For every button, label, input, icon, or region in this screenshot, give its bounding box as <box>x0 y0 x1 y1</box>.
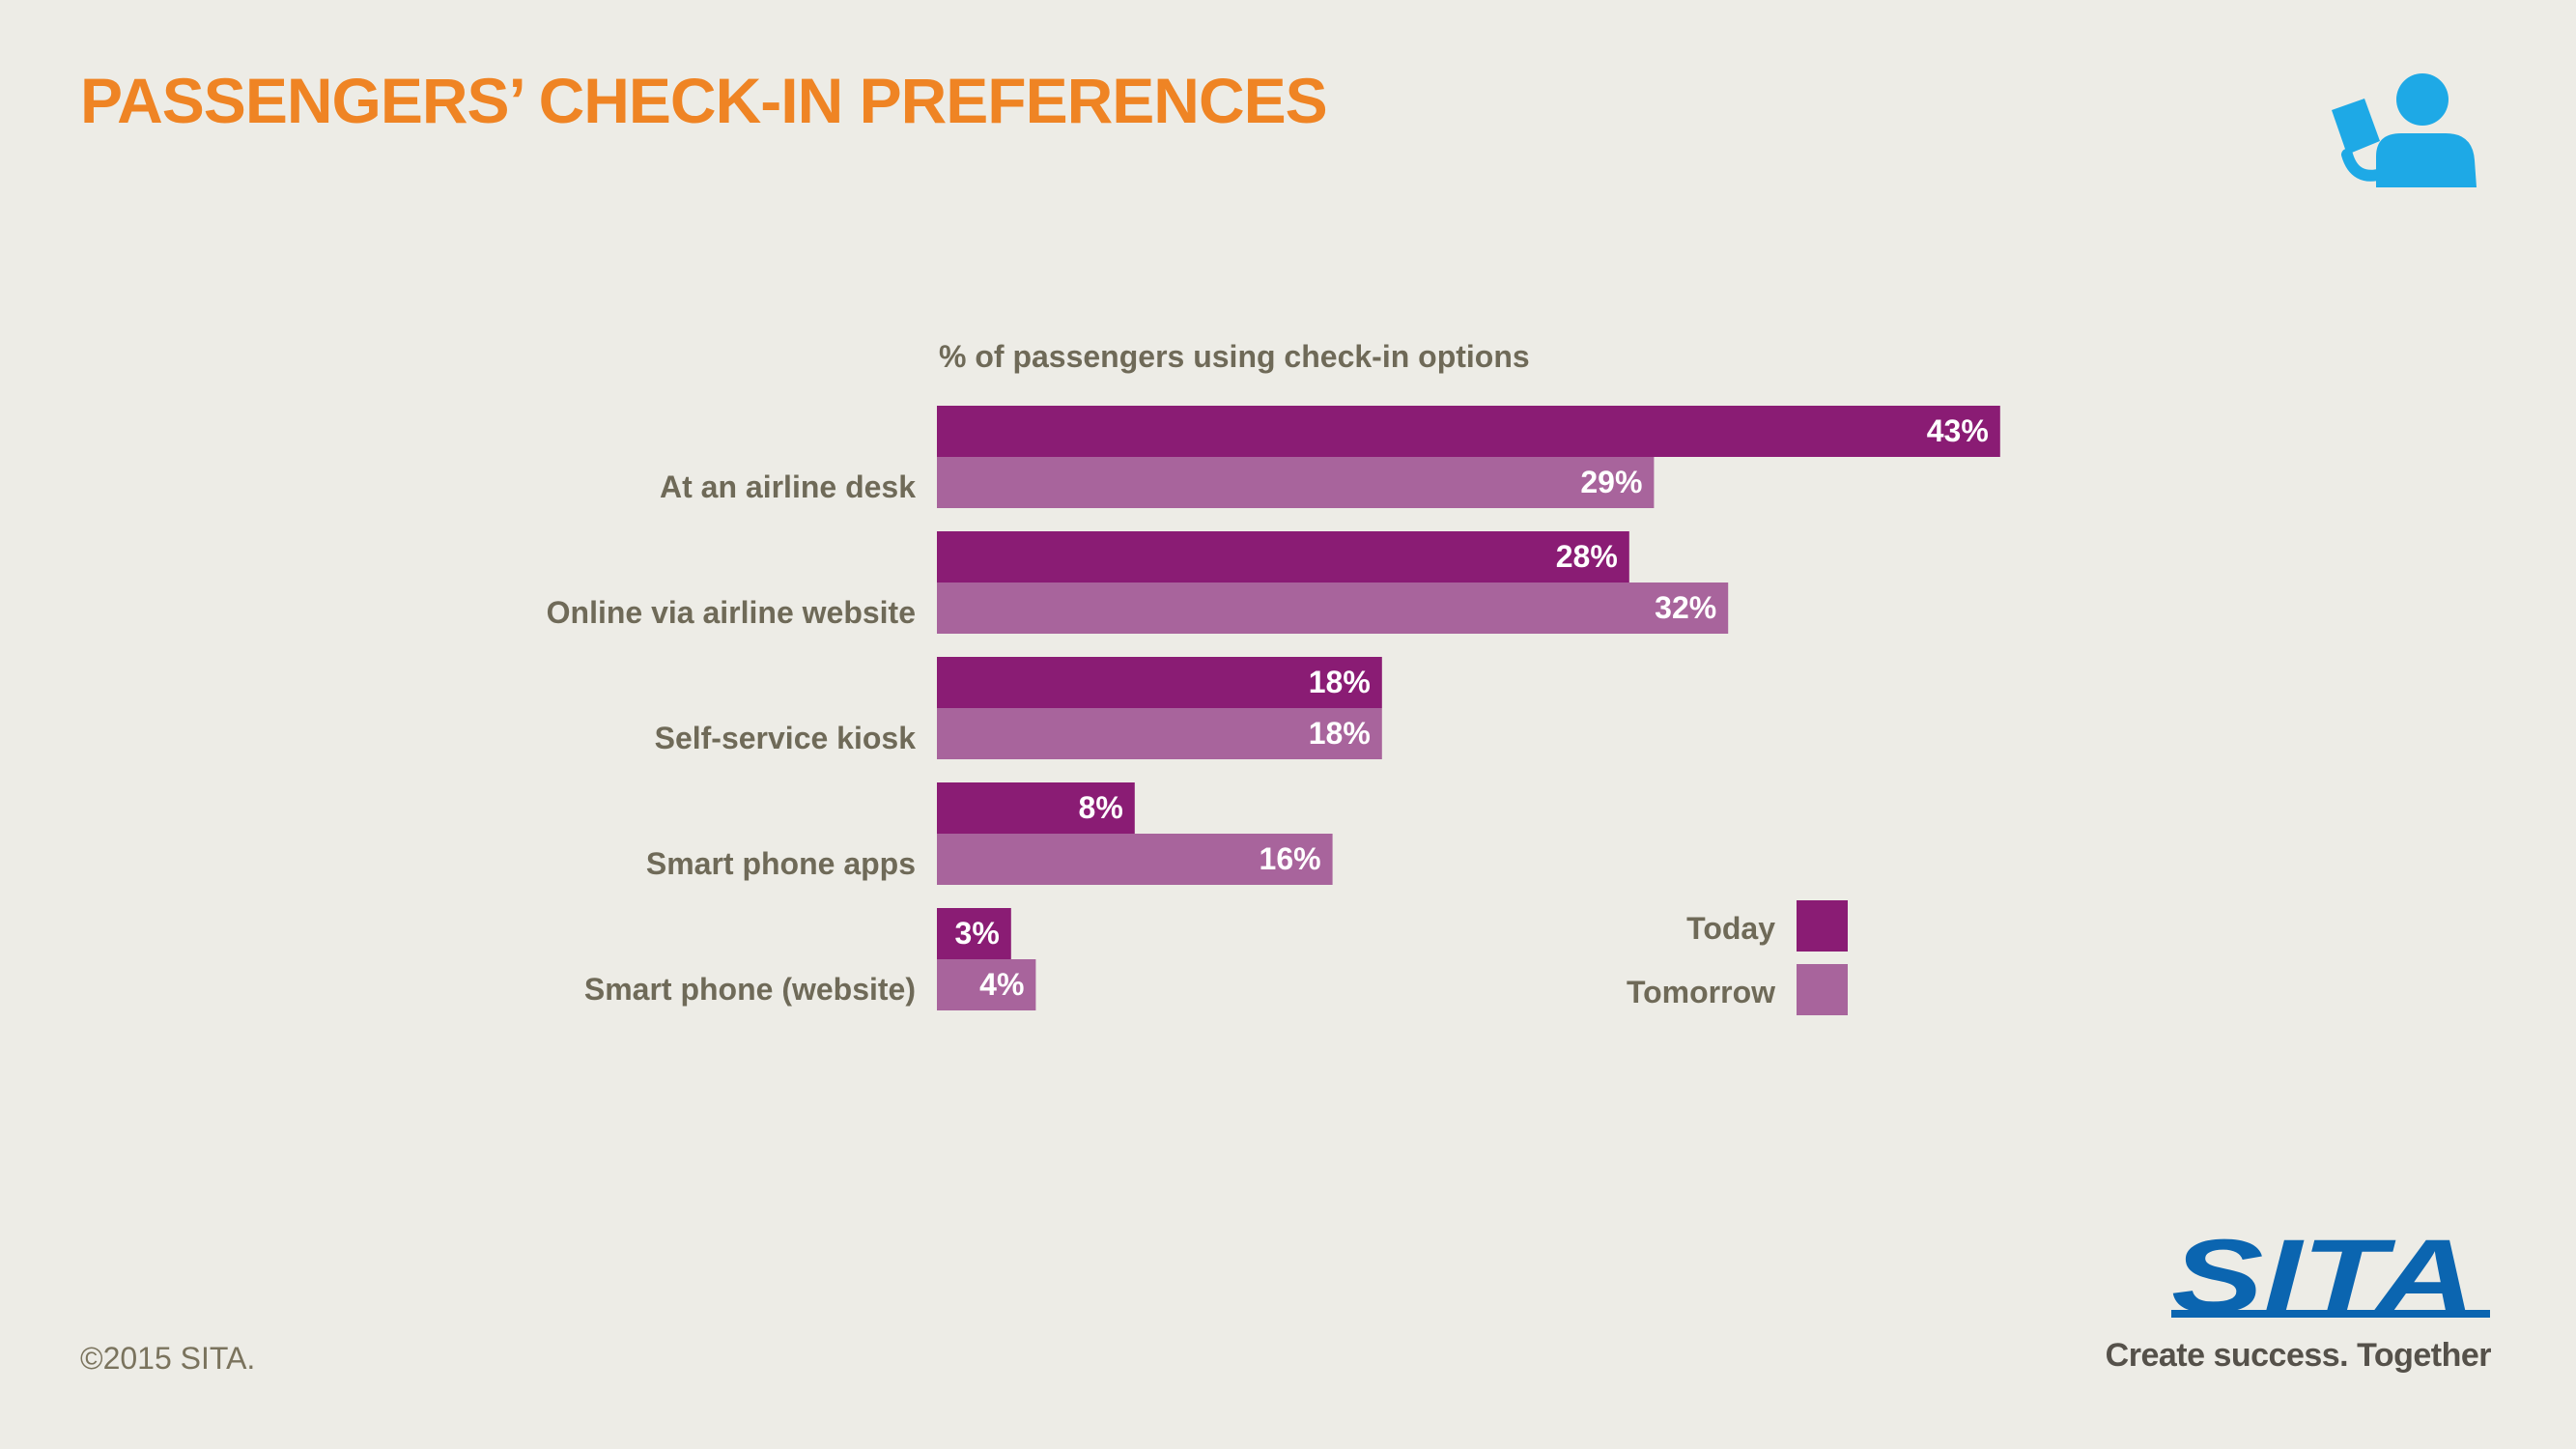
bar-today <box>937 406 2000 457</box>
data-label: 8% <box>1079 790 1123 825</box>
legend: Today Tomorrow <box>1627 900 1848 1015</box>
data-label: 18% <box>1309 665 1371 699</box>
legend-label: Today <box>1686 911 1775 946</box>
tagline: Create success. Together <box>2105 1337 2492 1374</box>
data-label: 32% <box>1655 590 1716 625</box>
category-label: Self-service kiosk <box>655 721 917 755</box>
data-label: 29% <box>1580 465 1642 499</box>
category-label: Smart phone (website) <box>584 972 916 1007</box>
bar-tomorrow <box>937 959 1036 1010</box>
legend-swatch-tomorrow <box>1797 964 1848 1015</box>
bar-area: At an airline desk 43% 29% Online via airli… <box>547 406 2000 1010</box>
chart-title: % of passengers using check-in options <box>939 339 1530 374</box>
data-label: 43% <box>1927 413 1989 448</box>
person-reading-icon <box>2332 73 2477 187</box>
data-label: 28% <box>1556 539 1618 574</box>
bar-today <box>937 782 1135 834</box>
category-label: At an airline desk <box>660 469 916 504</box>
copyright-notice: ©2015 SITA. <box>80 1341 256 1376</box>
data-label: 4% <box>979 967 1024 1002</box>
data-label: 18% <box>1309 716 1371 751</box>
bar-today <box>937 531 1629 582</box>
sita-logo-text: SITA <box>2171 1233 2476 1320</box>
bar-tomorrow <box>937 834 1333 885</box>
bar-tomorrow <box>937 708 1382 759</box>
data-label: 16% <box>1260 841 1321 876</box>
legend-label: Tomorrow <box>1627 975 1775 1009</box>
category-label: Online via airline website <box>547 595 916 630</box>
sita-logo: SITA <box>2171 1233 2490 1320</box>
bar-tomorrow <box>937 457 1655 508</box>
bar-today <box>937 657 1382 708</box>
bar-today <box>937 908 1011 959</box>
legend-swatch-today <box>1797 900 1848 952</box>
data-label: 3% <box>955 916 1000 951</box>
page-title: PASSENGERS’ CHECK-IN PREFERENCES <box>80 65 1328 136</box>
bar-tomorrow <box>937 582 1729 634</box>
category-label: Smart phone apps <box>646 846 916 881</box>
